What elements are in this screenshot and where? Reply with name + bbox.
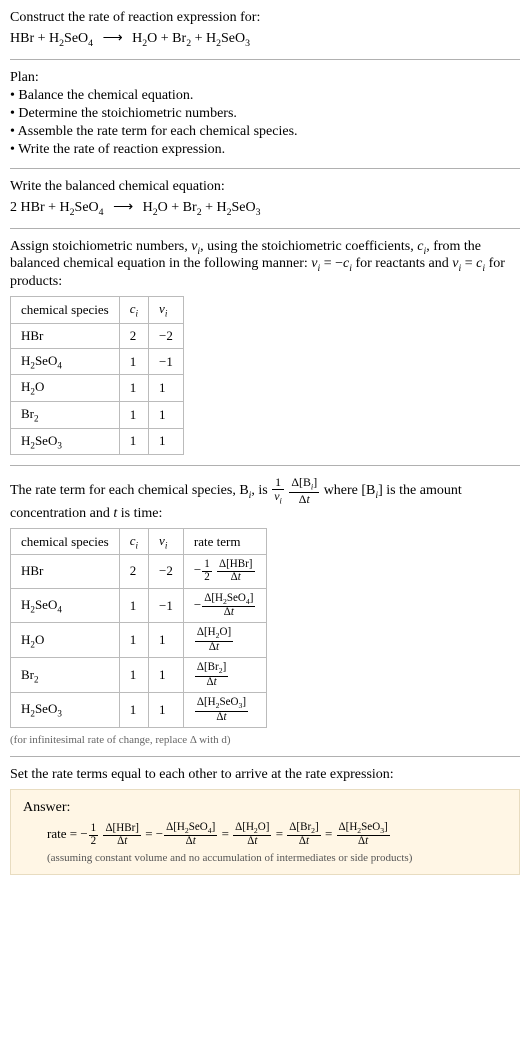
cell-rate: Δ[H2SeO3]Δt — [183, 693, 267, 728]
cell-nu: 1 — [149, 693, 184, 728]
col-rateterm: rate term — [183, 528, 267, 555]
final-section: Set the rate terms equal to each other t… — [10, 767, 520, 875]
cell-nu: 1 — [149, 623, 184, 658]
header-section: Construct the rate of reaction expressio… — [10, 10, 520, 49]
plan-item-text: Balance the chemical equation. — [18, 88, 193, 103]
col-nui: νi — [149, 528, 184, 555]
cell-nu: −2 — [149, 323, 184, 348]
col-species: chemical species — [11, 297, 120, 324]
cell-c: 2 — [119, 555, 148, 588]
cell-nu: −1 — [149, 588, 184, 623]
cell-c: 1 — [119, 658, 148, 693]
answer-label: Answer: — [23, 800, 507, 816]
cell-nu: 1 — [149, 658, 184, 693]
rateterm-caption: (for infinitesimal rate of change, repla… — [10, 734, 520, 746]
cell-species: H2SeO3 — [11, 693, 120, 728]
balanced-section: Write the balanced chemical equation: 2 … — [10, 179, 520, 218]
table-row: Br211 — [11, 401, 184, 428]
table-header-row: chemical species ci νi — [11, 297, 184, 324]
cell-c: 1 — [119, 623, 148, 658]
cell-species: H2SeO3 — [11, 428, 120, 455]
answer-equation: rate = −12 Δ[HBr]Δt = −Δ[H2SeO4]Δt = Δ[H… — [47, 822, 507, 848]
construct-prompt: Construct the rate of reaction expressio… — [10, 10, 520, 26]
plan-item-text: Write the rate of reaction expression. — [18, 142, 225, 157]
col-nui: νi — [149, 297, 184, 324]
cell-nu: −2 — [149, 555, 184, 588]
cell-nu: 1 — [149, 428, 184, 455]
table-row: HBr2−2 — [11, 323, 184, 348]
separator — [10, 465, 520, 466]
cell-c: 1 — [119, 375, 148, 402]
separator — [10, 756, 520, 757]
balanced-equation: 2 HBr + H2SeO4 ⟶ H2O + Br2 + H2SeO3 — [10, 199, 520, 218]
stoich-section: Assign stoichiometric numbers, νi, using… — [10, 239, 520, 456]
final-prompt: Set the rate terms equal to each other t… — [10, 767, 520, 783]
cell-nu: 1 — [149, 375, 184, 402]
col-ci: ci — [119, 528, 148, 555]
stoich-text: Assign stoichiometric numbers, νi, using… — [10, 239, 520, 291]
col-ci: ci — [119, 297, 148, 324]
table-row: HBr2−2−12 Δ[HBr]Δt — [11, 555, 267, 588]
cell-species: Br2 — [11, 401, 120, 428]
stoich-table: chemical species ci νi HBr2−2 H2SeO41−1 … — [10, 296, 184, 455]
cell-species: Br2 — [11, 658, 120, 693]
cell-species: H2O — [11, 623, 120, 658]
table-header-row: chemical species ci νi rate term — [11, 528, 267, 555]
cell-c: 1 — [119, 588, 148, 623]
unbalanced-equation: HBr + H2SeO4 ⟶ H2O + Br2 + H2SeO3 — [10, 30, 520, 49]
rateterm-table: chemical species ci νi rate term HBr2−2−… — [10, 528, 267, 728]
table-row: H2SeO311Δ[H2SeO3]Δt — [11, 693, 267, 728]
separator — [10, 228, 520, 229]
cell-species: H2SeO4 — [11, 348, 120, 375]
cell-c: 1 — [119, 428, 148, 455]
table-row: H2O11Δ[H2O]Δt — [11, 623, 267, 658]
plan-item: • Determine the stoichiometric numbers. — [10, 106, 520, 122]
plan-section: Plan: • Balance the chemical equation. •… — [10, 70, 520, 158]
cell-c: 1 — [119, 348, 148, 375]
plan-item-text: Determine the stoichiometric numbers. — [18, 106, 237, 121]
cell-c: 2 — [119, 323, 148, 348]
balanced-prompt: Write the balanced chemical equation: — [10, 179, 520, 195]
plan-item: • Write the rate of reaction expression. — [10, 142, 520, 158]
separator — [10, 168, 520, 169]
table-row: H2SeO41−1−Δ[H2SeO4]Δt — [11, 588, 267, 623]
rateterm-section: The rate term for each chemical species,… — [10, 476, 520, 746]
cell-rate: −12 Δ[HBr]Δt — [183, 555, 267, 588]
cell-nu: −1 — [149, 348, 184, 375]
answer-box: Answer: rate = −12 Δ[HBr]Δt = −Δ[H2SeO4]… — [10, 789, 520, 875]
cell-c: 1 — [119, 401, 148, 428]
plan-list: • Balance the chemical equation. • Deter… — [10, 88, 520, 158]
cell-c: 1 — [119, 693, 148, 728]
cell-species: H2SeO4 — [11, 588, 120, 623]
plan-item-text: Assemble the rate term for each chemical… — [18, 124, 298, 139]
plan-item: • Assemble the rate term for each chemic… — [10, 124, 520, 140]
cell-rate: Δ[Br2]Δt — [183, 658, 267, 693]
table-row: H2SeO41−1 — [11, 348, 184, 375]
cell-species: HBr — [11, 555, 120, 588]
table-row: H2SeO311 — [11, 428, 184, 455]
cell-rate: Δ[H2O]Δt — [183, 623, 267, 658]
plan-title: Plan: — [10, 70, 520, 86]
rateterm-text: The rate term for each chemical species,… — [10, 476, 520, 522]
cell-species: HBr — [11, 323, 120, 348]
cell-rate: −Δ[H2SeO4]Δt — [183, 588, 267, 623]
table-row: H2O11 — [11, 375, 184, 402]
cell-nu: 1 — [149, 401, 184, 428]
separator — [10, 59, 520, 60]
cell-species: H2O — [11, 375, 120, 402]
col-species: chemical species — [11, 528, 120, 555]
plan-item: • Balance the chemical equation. — [10, 88, 520, 104]
table-row: Br211Δ[Br2]Δt — [11, 658, 267, 693]
answer-note: (assuming constant volume and no accumul… — [47, 852, 507, 864]
